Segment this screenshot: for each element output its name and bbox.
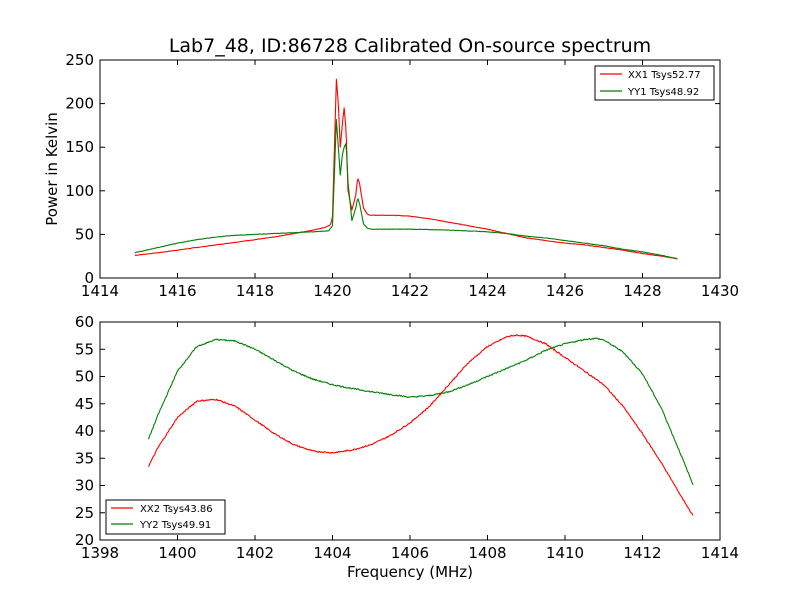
top-y-tick-label: 100 [65, 182, 94, 200]
bottom-legend-label-xx2: XX2 Tsys43.86 [140, 504, 213, 515]
bottom-y-tick-label: 45 [75, 395, 94, 413]
bottom-series-line-2 [147, 337, 694, 486]
top-panel: 1414 1416 1418 1420 1422 1424 1426 1428 1430 0 50 1… [43, 51, 739, 300]
bottom-x-tick-label: 1412 [623, 544, 661, 562]
bottom-legend-box [105, 499, 226, 535]
top-x-tick-label: 1430 [701, 282, 739, 300]
top-y-tick-label: 250 [65, 51, 94, 69]
top-legend-label-xx1: XX1 Tsys52.77 [628, 70, 701, 81]
bottom-y-tick-label: 55 [75, 340, 94, 358]
top-x-tick-label: 1414 [81, 282, 119, 300]
top-y-tick-label: 0 [84, 269, 94, 287]
top-legend: XX1 Tsys52.77 YY1 Tsys48.92 [594, 65, 715, 101]
bottom-y-tick-label: 25 [75, 504, 94, 522]
top-legend-box [594, 65, 715, 101]
bottom-legend-label-yy2: YY2 Tsys49.91 [139, 520, 211, 531]
top-x-tick-label: 1428 [623, 282, 661, 300]
top-y-tick-label: 200 [65, 95, 94, 113]
top-y-tick-label: 50 [75, 225, 94, 243]
bottom-panel: 1398 1400 1402 1404 1406 1408 1410 1412 1414 20 25… [75, 313, 739, 581]
top-x-tick-label: 1418 [236, 282, 274, 300]
top-x-tick-label: 1420 [313, 282, 351, 300]
bottom-x-tick-label: 1398 [81, 544, 119, 562]
bottom-x-tick-label: 1414 [701, 544, 739, 562]
top-y-axis-label: Power in Kelvin [43, 112, 61, 226]
bottom-y-tick-label: 35 [75, 449, 94, 467]
top-x-tick-label: 1416 [158, 282, 196, 300]
top-series-line-2 [134, 118, 678, 260]
bottom-series-line-1 [147, 334, 694, 516]
bottom-series [147, 334, 694, 516]
top-y-tick-label: 150 [65, 138, 94, 156]
top-ticks: 1414 1416 1418 1420 1422 1424 1426 1428 1430 0 50 1… [65, 51, 739, 300]
bottom-x-axis-label: Frequency (MHz) [347, 563, 473, 581]
top-series [134, 78, 678, 260]
top-x-tick-label: 1424 [468, 282, 506, 300]
bottom-y-tick-label: 50 [75, 368, 94, 386]
bottom-x-tick-label: 1404 [313, 544, 351, 562]
top-legend-label-yy1: YY1 Tsys48.92 [627, 87, 699, 98]
bottom-y-tick-label: 30 [75, 477, 94, 495]
bottom-ticks: 1398 1400 1402 1404 1406 1408 1410 1412 1414 20 25… [75, 313, 739, 562]
bottom-legend: XX2 Tsys43.86 YY2 Tsys49.91 [105, 499, 226, 535]
bottom-x-tick-label: 1400 [158, 544, 196, 562]
bottom-x-tick-label: 1410 [546, 544, 584, 562]
chart-title: Lab7_48, ID:86728 Calibrated On-source s… [169, 35, 651, 57]
top-x-tick-label: 1426 [546, 282, 584, 300]
bottom-x-tick-label: 1408 [468, 544, 506, 562]
bottom-y-tick-label: 40 [75, 422, 94, 440]
bottom-x-tick-label: 1406 [391, 544, 429, 562]
top-series-line-1 [134, 78, 678, 260]
bottom-x-tick-label: 1402 [236, 544, 274, 562]
bottom-y-tick-label: 60 [75, 313, 94, 331]
bottom-y-tick-label: 20 [75, 531, 94, 549]
top-x-tick-label: 1422 [391, 282, 429, 300]
